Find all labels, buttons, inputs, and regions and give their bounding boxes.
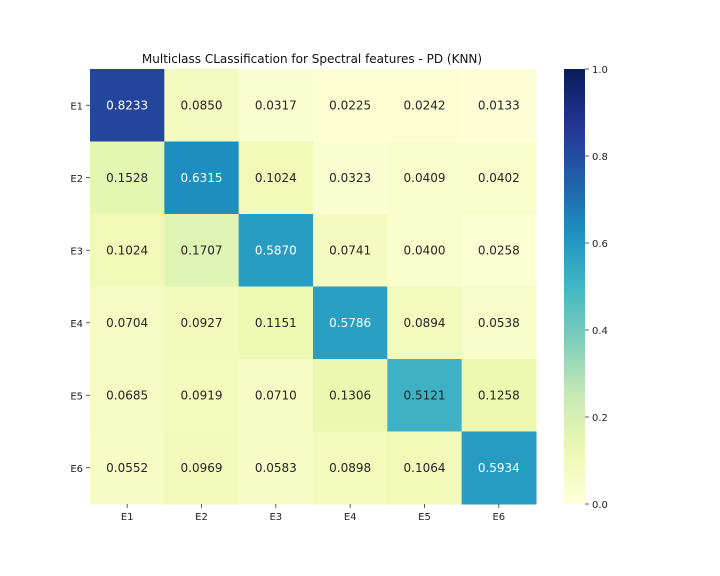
- x-tick-label-E3: E3: [269, 512, 282, 523]
- cell-value-E5-E5: 0.5121: [404, 388, 446, 402]
- cell-value-E1-E2: 0.0850: [181, 98, 223, 112]
- cell-value-E1-E3: 0.0317: [255, 98, 297, 112]
- cell-value-E6-E5: 0.1064: [404, 461, 446, 475]
- colorbar-gradient: [564, 69, 585, 504]
- cell-E5-E1: [90, 359, 165, 432]
- cell-value-E5-E3: 0.0710: [255, 388, 297, 402]
- cell-E6-E5: [387, 431, 463, 505]
- cell-E2-E6: [461, 141, 537, 215]
- cell-value-E4-E5: 0.0894: [404, 316, 446, 330]
- cell-E1-E5: [387, 69, 463, 142]
- cell-E2-E3: [238, 141, 314, 215]
- colorbar-tick-label-0.6: 0.6: [592, 239, 608, 250]
- cell-value-E5-E1: 0.0685: [106, 388, 148, 402]
- cell-E6-E6: [461, 431, 537, 505]
- cell-E2-E1: [90, 141, 165, 215]
- cell-E4-E4: [313, 286, 388, 360]
- cell-value-E1-E5: 0.0242: [404, 98, 446, 112]
- cell-E6-E1: [90, 431, 165, 505]
- cell-E5-E3: [238, 359, 314, 432]
- cell-value-E4-E3: 0.1151: [255, 316, 297, 330]
- colorbar-tick-label-1.0: 1.0: [592, 65, 608, 76]
- cell-E5-E4: [313, 359, 388, 432]
- cell-value-E6-E6: 0.5934: [478, 461, 520, 475]
- cell-E4-E3: [238, 286, 314, 360]
- cell-value-E2-E4: 0.0323: [329, 171, 371, 185]
- x-tick-label-E1: E1: [121, 512, 134, 523]
- cell-E3-E3: [238, 214, 314, 287]
- cell-E3-E4: [313, 214, 388, 287]
- cell-E1-E1: [90, 69, 165, 142]
- y-tick-label-E4: E4: [70, 319, 83, 330]
- cell-value-E4-E2: 0.0927: [181, 316, 223, 330]
- cell-value-E5-E2: 0.0919: [181, 388, 223, 402]
- cell-E3-E2: [164, 214, 240, 287]
- cell-E6-E2: [164, 431, 240, 505]
- x-tick-label-E6: E6: [492, 512, 505, 523]
- cell-value-E3-E6: 0.0258: [478, 243, 520, 257]
- colorbar-tick-label-0.8: 0.8: [592, 152, 608, 163]
- cell-value-E4-E6: 0.0538: [478, 316, 520, 330]
- cell-E5-E2: [164, 359, 240, 432]
- cell-value-E2-E6: 0.0402: [478, 171, 520, 185]
- cell-E3-E1: [90, 214, 165, 287]
- x-tick-label-E5: E5: [418, 512, 431, 523]
- y-tick-label-E5: E5: [70, 391, 83, 402]
- cell-value-E3-E5: 0.0400: [404, 243, 446, 257]
- chart-title: Multiclass CLassification for Spectral f…: [142, 52, 482, 66]
- cell-value-E6-E3: 0.0583: [255, 461, 297, 475]
- cell-E5-E5: [387, 359, 463, 432]
- colorbar-tick-label-0.4: 0.4: [592, 326, 608, 337]
- x-tick-label-E4: E4: [344, 512, 357, 523]
- x-tick-label-E2: E2: [195, 512, 208, 523]
- cell-E1-E2: [164, 69, 240, 142]
- cell-value-E2-E2: 0.6315: [181, 171, 223, 185]
- cell-value-E3-E3: 0.5870: [255, 243, 297, 257]
- y-tick-label-E3: E3: [70, 246, 83, 257]
- cell-E6-E3: [238, 431, 314, 505]
- cell-value-E4-E1: 0.0704: [106, 316, 148, 330]
- cell-value-E6-E4: 0.0898: [329, 461, 371, 475]
- cell-E5-E6: [461, 359, 537, 432]
- heatmap-cells: 0.8233 0.0850 0.0317 0.0225 0.0242 0.0133 0.15…: [90, 69, 537, 505]
- y-tick-label-E6: E6: [70, 464, 83, 475]
- colorbar-tick-label-0.2: 0.2: [592, 413, 608, 424]
- y-tick-label-E1: E1: [70, 101, 83, 112]
- cell-E2-E5: [387, 141, 463, 215]
- cell-E1-E4: [313, 69, 388, 142]
- cell-E4-E5: [387, 286, 463, 360]
- cell-value-E6-E1: 0.0552: [106, 461, 148, 475]
- cell-E4-E1: [90, 286, 165, 360]
- cell-value-E2-E5: 0.0409: [404, 171, 446, 185]
- y-axis: E1 E2 E3 E4 E5 E6: [70, 101, 90, 475]
- cell-value-E6-E2: 0.0969: [181, 461, 223, 475]
- cell-value-E3-E1: 0.1024: [106, 243, 148, 257]
- cell-value-E3-E2: 0.1707: [181, 243, 223, 257]
- cell-E3-E5: [387, 214, 463, 287]
- cell-value-E2-E1: 0.1528: [106, 171, 148, 185]
- x-axis: E1 E2 E3 E4 E5 E6: [121, 504, 505, 523]
- colorbar: 0.0 0.2 0.4 0.6 0.8 1.0: [564, 65, 608, 511]
- cell-E2-E4: [313, 141, 388, 215]
- cell-value-E1-E6: 0.0133: [478, 98, 520, 112]
- cell-E3-E6: [461, 214, 537, 287]
- cell-value-E5-E6: 0.1258: [478, 388, 520, 402]
- cell-value-E2-E3: 0.1024: [255, 171, 297, 185]
- cell-E1-E6: [461, 69, 537, 142]
- cell-value-E1-E4: 0.0225: [329, 98, 371, 112]
- cell-E4-E2: [164, 286, 240, 360]
- cell-value-E5-E4: 0.1306: [329, 388, 371, 402]
- cell-E6-E4: [313, 431, 388, 505]
- y-tick-label-E2: E2: [70, 174, 83, 185]
- cell-value-E4-E4: 0.5786: [329, 316, 371, 330]
- cell-value-E1-E1: 0.8233: [106, 98, 148, 112]
- cell-E4-E6: [461, 286, 537, 360]
- cell-E2-E2: [164, 141, 240, 215]
- cell-value-E3-E4: 0.0741: [329, 243, 371, 257]
- cell-E1-E3: [238, 69, 314, 142]
- colorbar-tick-label-0.0: 0.0: [592, 500, 608, 511]
